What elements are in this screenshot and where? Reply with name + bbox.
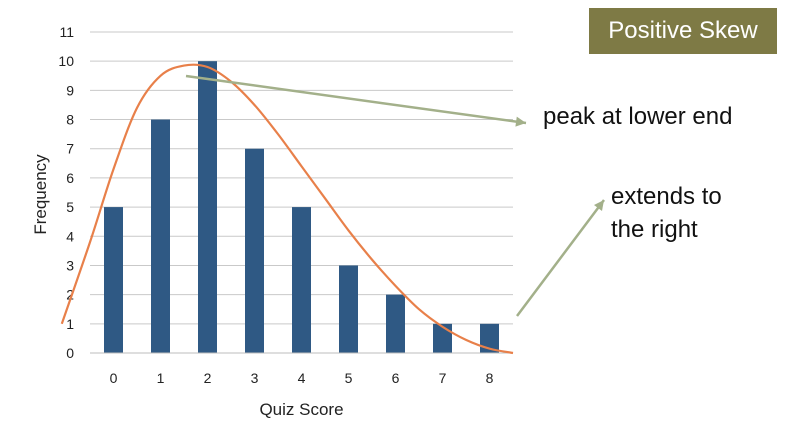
peak-annotation: peak at lower end xyxy=(543,103,733,130)
peak-arrow-head xyxy=(515,116,526,127)
y-tick-label: 1 xyxy=(66,316,74,332)
bar xyxy=(245,148,264,353)
tail-annotation: extends to the right xyxy=(611,180,781,246)
y-tick-label: 3 xyxy=(66,257,74,273)
y-axis-title: Frequency xyxy=(31,154,50,235)
y-tick-label: 7 xyxy=(66,141,74,157)
y-tick-label: 10 xyxy=(58,53,74,69)
x-tick-label: 5 xyxy=(345,370,353,386)
peak-arrow xyxy=(185,74,527,125)
tail-annotation-line-1: extends to xyxy=(611,183,722,210)
x-tick-label: 3 xyxy=(251,370,259,386)
tail-arrow xyxy=(516,199,605,317)
bar xyxy=(292,207,311,353)
bar xyxy=(339,265,358,353)
y-tick-label: 0 xyxy=(66,345,74,361)
bar xyxy=(151,119,170,353)
y-tick-label: 5 xyxy=(66,199,74,215)
x-tick-label: 1 xyxy=(157,370,165,386)
tail-arrow-head xyxy=(594,200,604,211)
x-tick-labels: 0 1 2 3 4 5 6 7 8 xyxy=(110,370,494,386)
bars xyxy=(104,61,499,353)
bar xyxy=(104,207,123,353)
x-tick-label: 0 xyxy=(110,370,118,386)
bar xyxy=(433,323,452,353)
y-tick-label: 11 xyxy=(59,24,74,40)
skew-curve xyxy=(60,63,514,355)
y-tick-labels: 0 1 2 3 4 5 6 7 8 9 10 11 xyxy=(58,24,74,361)
y-tick-label: 4 xyxy=(66,228,74,244)
x-tick-label: 6 xyxy=(392,370,400,386)
bar xyxy=(198,61,217,353)
x-tick-label: 2 xyxy=(204,370,212,386)
bar xyxy=(480,323,499,353)
y-tick-label: 2 xyxy=(66,287,74,303)
x-tick-label: 8 xyxy=(486,370,494,386)
x-axis-title: Quiz Score xyxy=(259,400,343,419)
positive-skew-title: Positive Skew xyxy=(589,8,777,54)
x-tick-label: 7 xyxy=(439,370,447,386)
x-tick-label: 4 xyxy=(298,370,306,386)
tail-annotation-line-2: the right xyxy=(611,216,698,243)
y-tick-label: 9 xyxy=(66,82,74,98)
bar xyxy=(386,294,405,353)
y-tick-label: 6 xyxy=(66,170,74,186)
y-tick-label: 8 xyxy=(66,112,74,128)
